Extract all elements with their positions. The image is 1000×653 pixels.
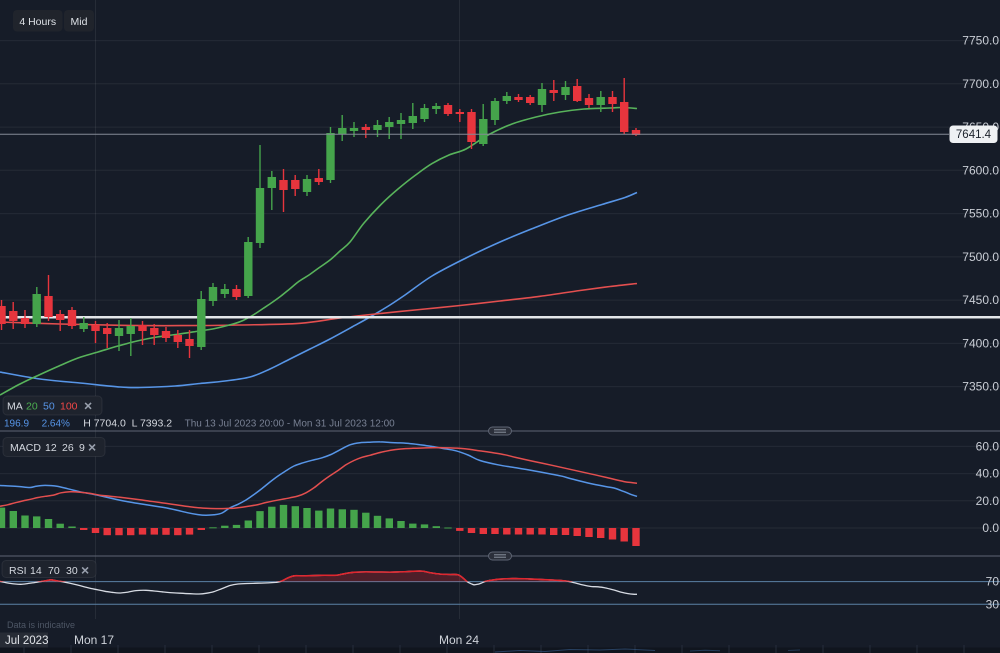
svg-text:7350.0: 7350.0 xyxy=(962,380,999,394)
svg-text:7600.0: 7600.0 xyxy=(962,163,999,177)
svg-text:196.9: 196.9 xyxy=(4,419,29,430)
svg-text:2.64%: 2.64% xyxy=(42,419,70,430)
svg-text:Mon 17: Mon 17 xyxy=(74,633,114,647)
svg-text:40.0: 40.0 xyxy=(976,467,1000,481)
svg-text:L 7393.2: L 7393.2 xyxy=(132,418,173,430)
svg-text:30: 30 xyxy=(986,598,1000,612)
svg-text:Thu 13 Jul 2023 20:00 - Mon 31: Thu 13 Jul 2023 20:00 - Mon 31 Jul 2023 … xyxy=(185,419,396,430)
svg-text:×: × xyxy=(81,562,89,578)
svg-text:100: 100 xyxy=(60,401,78,413)
svg-text:9: 9 xyxy=(79,442,85,454)
svg-text:7450.0: 7450.0 xyxy=(962,293,999,307)
svg-text:Data is indicative: Data is indicative xyxy=(7,620,75,630)
svg-text:MA: MA xyxy=(7,401,23,413)
svg-text:60.0: 60.0 xyxy=(976,440,1000,454)
svg-text:RSI: RSI xyxy=(9,565,27,577)
svg-text:Jul 2023: Jul 2023 xyxy=(5,635,48,647)
svg-text:×: × xyxy=(88,439,96,455)
svg-text:7550.0: 7550.0 xyxy=(962,207,999,221)
svg-text:30: 30 xyxy=(66,565,78,577)
svg-text:Mon 24: Mon 24 xyxy=(439,633,479,647)
svg-text:50: 50 xyxy=(43,401,55,413)
svg-text:7400.0: 7400.0 xyxy=(962,337,999,351)
svg-text:4 Hours: 4 Hours xyxy=(19,16,56,28)
svg-text:7750.0: 7750.0 xyxy=(962,34,999,48)
svg-text:Mid: Mid xyxy=(71,16,88,28)
svg-text:70: 70 xyxy=(48,565,60,577)
svg-text:H 7704.0: H 7704.0 xyxy=(83,418,126,430)
svg-text:12: 12 xyxy=(45,442,57,454)
svg-text:20.0: 20.0 xyxy=(976,494,1000,508)
svg-text:26: 26 xyxy=(62,442,74,454)
svg-text:7500.0: 7500.0 xyxy=(962,250,999,264)
svg-text:70: 70 xyxy=(986,575,1000,589)
svg-text:7700.0: 7700.0 xyxy=(962,77,999,91)
svg-text:×: × xyxy=(84,398,92,414)
svg-text:14: 14 xyxy=(30,565,42,577)
svg-text:0.0: 0.0 xyxy=(982,521,999,535)
svg-text:7641.4: 7641.4 xyxy=(956,129,992,141)
svg-text:20: 20 xyxy=(26,401,38,413)
svg-text:MACD: MACD xyxy=(10,442,41,454)
